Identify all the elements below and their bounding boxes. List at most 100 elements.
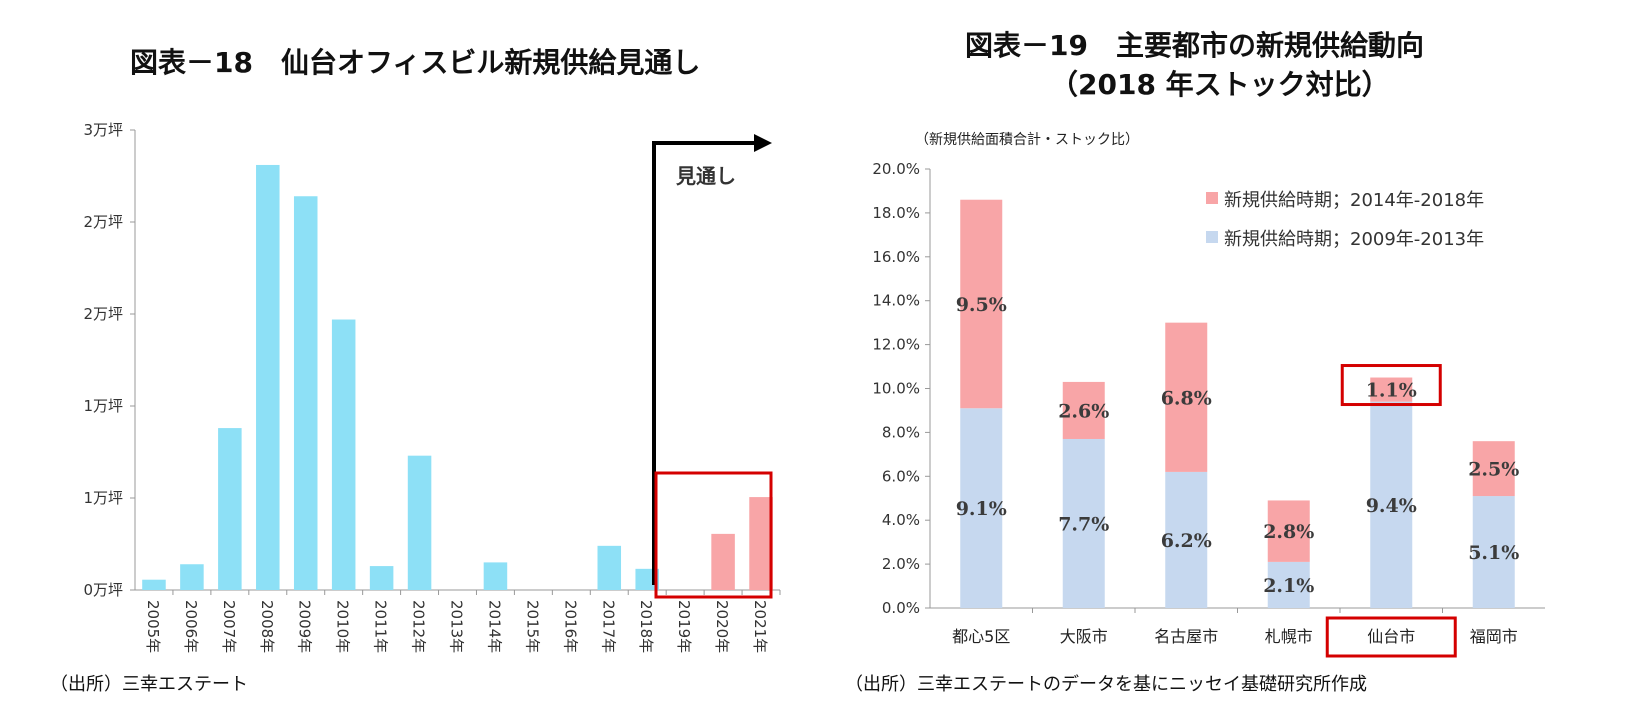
chart1-bar: [711, 533, 735, 590]
chart2-data-label: 9.4%: [1366, 495, 1417, 517]
chart2-y-ticks: 0.0% 2.0% 4.0% 6.0% 8.0% 10.0% 12.0% 14.0% 16.0%…: [872, 160, 930, 617]
chart1-x-tick-label: 2006年: [182, 600, 200, 653]
forecast-arrow-line: [652, 141, 757, 585]
chart2-bar-segment: [1165, 471, 1208, 608]
chart1-title: 図表－18 仙台オフィスビル新規供給見通し: [130, 46, 700, 79]
chart1-x-tick-label: 2011年: [372, 600, 390, 653]
chart2-x-tick-label: 大阪市: [1060, 627, 1108, 646]
legend-label-2014-2018: 新規供給時期；2014年-2018年: [1224, 190, 1484, 211]
chart2-bar-segment: [1370, 401, 1413, 608]
chart2-x-tick-label: 仙台市: [1367, 627, 1415, 646]
chart1-source: （出所）三幸エステート: [50, 674, 248, 695]
chart2-title: 図表－19 主要都市の新規供給動向: [965, 29, 1424, 62]
chart2-x-tick-label: 福岡市: [1470, 627, 1518, 646]
chart2-bar-segment: [960, 199, 1003, 409]
chart2-y-tick-label: 10.0%: [872, 380, 920, 398]
chart2-data-label: 6.8%: [1161, 387, 1212, 409]
chart1-bar: [293, 196, 318, 591]
chart2-subtitle: （2018 年ストック対比）: [1050, 68, 1390, 101]
chart2-bar-segment: [1267, 561, 1310, 608]
chart2-bar-segment: [1062, 381, 1105, 439]
chart1-x-tick-label: 2015年: [523, 600, 541, 653]
chart2-x-tick-label: 名古屋市: [1154, 627, 1218, 646]
legend-label-2009-2013: 新規供給時期；2009年-2013年: [1224, 229, 1484, 250]
chart2-bar-segment: [1267, 500, 1310, 562]
chart1-bars: [142, 164, 773, 591]
legend-swatch-2009-2013: [1206, 231, 1218, 243]
forecast-label: 見通し: [676, 164, 736, 188]
forecast-highlight-box: [654, 471, 773, 599]
chart2-source: （出所）三幸エステートのデータを基にニッセイ基礎研究所作成: [845, 674, 1367, 695]
chart1-x-tick-label: 2010年: [334, 600, 352, 653]
chart1-x-tick-label: 2013年: [448, 600, 466, 653]
chart1-x-ticks: 2005年 2006年 2007年 2008年 2009年 2010年 2011年 2012年…: [144, 590, 781, 653]
chart2-data-label: 9.1%: [956, 498, 1007, 520]
chart1-y-tick-label: 2万坪: [83, 213, 123, 231]
chart2-bar-segment: [1472, 496, 1515, 608]
chart2-data-label: 7.7%: [1058, 513, 1109, 535]
chart1-x-tick-label: 2021年: [751, 600, 769, 653]
chart1-x-tick-label: 2019年: [675, 600, 693, 653]
chart2-ylabel: （新規供給面積合計・ストック比）: [915, 132, 1139, 148]
chart1-bar: [218, 428, 242, 590]
chart1-bar: [331, 319, 356, 590]
chart2-data-label: 2.1%: [1263, 575, 1314, 597]
legend-swatch-2014-2018: [1206, 192, 1218, 204]
chart2-x-tick-label: 札幌市: [1265, 627, 1313, 646]
chart2-y-tick-label: 2.0%: [882, 555, 920, 573]
chart2-legend: 新規供給時期；2014年-2018年 新規供給時期；2009年-2013年: [1206, 190, 1484, 250]
chart2-bar-segment: [1370, 377, 1413, 402]
chart2-y-tick-label: 20.0%: [872, 160, 920, 178]
chart1-forecast-marker: 見通し: [652, 134, 773, 599]
chart2-data-label: 2.6%: [1058, 400, 1109, 422]
chart1-y-tick-label: 3万坪: [83, 121, 123, 139]
chart2-x-tick-label: 都心5区: [952, 627, 1010, 646]
chart2-y-tick-label: 6.0%: [882, 467, 920, 485]
chart1-x-tick-label: 2012年: [410, 600, 428, 653]
chart1-x-tick-label: 2014年: [485, 600, 503, 653]
chart1-y-tick-label: 0万坪: [83, 581, 123, 599]
chart1-axes: [134, 130, 780, 591]
chart1-x-tick-label: 2020年: [713, 600, 731, 653]
chart1-y-tick-label: 1万坪: [83, 489, 123, 507]
chart1-bar: [180, 564, 204, 590]
chart1-x-tick-label: 2009年: [296, 600, 314, 653]
chart2-bar-segment: [960, 408, 1003, 608]
chart2-highlight-category-box: [1325, 616, 1457, 658]
chart2-bar-segment: [1472, 441, 1515, 497]
chart2-y-tick-label: 14.0%: [872, 292, 920, 310]
chart2-y-tick-label: 12.0%: [872, 336, 920, 354]
chart1-bar: [407, 455, 432, 590]
chart1-bar: [749, 497, 773, 590]
chart2-bar-segment: [1165, 322, 1208, 472]
chart2-x-ticks: 都心5区 大阪市 名古屋市 札幌市 仙台市 福岡市: [952, 608, 1518, 646]
chart1-bar: [369, 566, 394, 590]
chart1-x-tick-label: 2018年: [637, 600, 655, 653]
chart1-bar: [256, 164, 280, 590]
chart1-bar: [597, 545, 622, 590]
chart2-y-tick-label: 8.0%: [882, 423, 920, 441]
chart1-y-ticks: 0万坪 1万坪 1万坪 2万坪 2万坪 3万坪: [83, 121, 135, 599]
chart1-x-tick-label: 2005年: [144, 600, 162, 653]
chart2-bar-segment: [1062, 438, 1105, 608]
chart2-y-tick-label: 4.0%: [882, 511, 920, 529]
chart2-data-labels: 9.1% 9.5% 7.7% 2.6% 6.2% 6.8% 2.1% 2.8% 9.4% 1.1%…: [956, 294, 1520, 597]
chart2-data-label: 5.1%: [1468, 542, 1519, 564]
chart2-highlight: [1325, 364, 1457, 658]
chart2-data-label: 2.8%: [1263, 521, 1314, 543]
chart2-y-tick-label: 18.0%: [872, 204, 920, 222]
chart1-bar: [142, 579, 166, 590]
chart2-highlight-label-box: [1340, 364, 1442, 407]
chart2-data-label: 6.2%: [1161, 530, 1212, 552]
chart1-x-tick-label: 2016年: [561, 600, 579, 653]
chart2-y-tick-label: 16.0%: [872, 248, 920, 266]
forecast-arrow-head: [754, 134, 772, 152]
chart2-y-tick-label: 0.0%: [882, 599, 920, 617]
chart2-data-label: 2.5%: [1468, 459, 1519, 481]
chart1-x-tick-label: 2017年: [599, 600, 617, 653]
chart1-bar: [483, 562, 508, 590]
chart1-x-tick-label: 2008年: [258, 600, 276, 653]
chart1-x-tick-label: 2007年: [220, 600, 238, 653]
